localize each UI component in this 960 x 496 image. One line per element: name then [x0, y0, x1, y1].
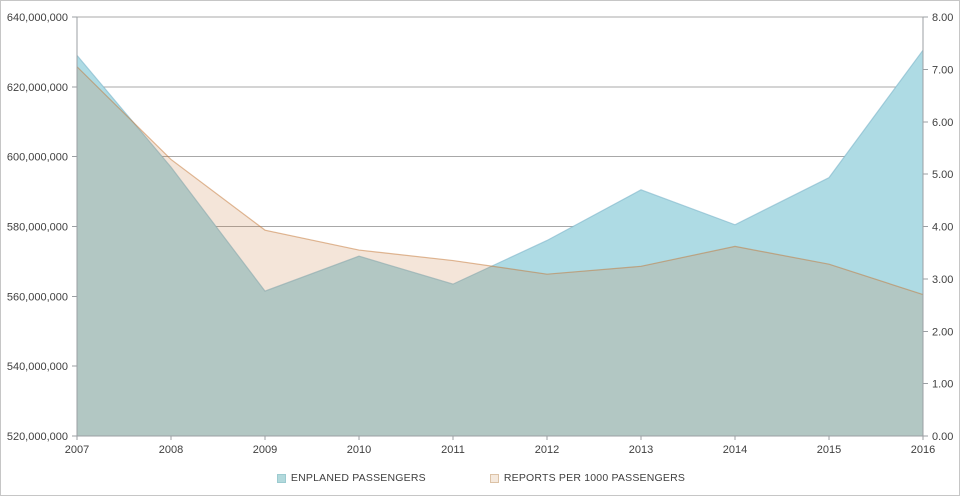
area-reports-per-1000 — [77, 66, 923, 436]
legend-swatch-reports-per-1000 — [489, 473, 499, 483]
y-axis-left-tick-label: 620,000,000 — [7, 82, 68, 94]
y-axis-right-tick-label: 6.00 — [932, 117, 953, 129]
legend-item-reports-per-1000: REPORTS PER 1000 PASSENGERS — [489, 472, 686, 484]
x-axis-tick-label: 2013 — [629, 444, 653, 456]
y-axis-left-tick-label: 600,000,000 — [7, 152, 68, 164]
legend-label-reports-per-1000: REPORTS PER 1000 PASSENGERS — [503, 472, 686, 484]
y-axis-right-tick-label: 8.00 — [932, 12, 953, 24]
x-axis-tick-label: 2014 — [723, 444, 747, 456]
y-axis-right-tick-label: 0.00 — [932, 431, 953, 443]
y-axis-left-tick-label: 580,000,000 — [7, 222, 68, 234]
area-enplaned-passengers — [77, 50, 923, 436]
legend-label-enplaned-passengers: ENPLANED PASSENGERS — [290, 472, 426, 484]
y-axis-right-tick-label: 3.00 — [932, 274, 953, 286]
y-axis-right-tick-label: 7.00 — [932, 64, 953, 76]
y-axis-left-tick-label: 560,000,000 — [7, 291, 68, 303]
x-axis-tick-label: 2007 — [65, 444, 89, 456]
y-axis-left-tick-label: 640,000,000 — [7, 12, 68, 24]
legend-item-enplaned-passengers: ENPLANED PASSENGERS — [276, 472, 426, 484]
y-axis-right-tick-label: 2.00 — [932, 326, 953, 338]
x-axis-tick-label: 2011 — [441, 444, 465, 456]
x-axis-tick-label: 2010 — [347, 444, 371, 456]
y-axis-left-tick-label: 520,000,000 — [7, 431, 68, 443]
area-outline-enplaned-passengers — [76, 49, 924, 292]
y-axis-left-tick-label: 540,000,000 — [7, 361, 68, 373]
y-axis-right-tick-label: 1.00 — [932, 379, 953, 391]
y-axis-right-tick-label: 5.00 — [932, 169, 953, 181]
x-axis-tick-label: 2015 — [817, 444, 841, 456]
x-axis-tick-label: 2016 — [911, 444, 935, 456]
legend-swatch-enplaned-passengers — [276, 473, 286, 483]
x-axis-tick-label: 2008 — [159, 444, 183, 456]
y-axis-right-tick-label: 4.00 — [932, 222, 953, 234]
area-outline-reports-per-1000 — [76, 66, 924, 296]
x-axis-tick-label: 2009 — [253, 444, 277, 456]
x-axis-tick-label: 2012 — [535, 444, 559, 456]
legend: ENPLANED PASSENGERS REPORTS PER 1000 PAS… — [1, 469, 959, 487]
